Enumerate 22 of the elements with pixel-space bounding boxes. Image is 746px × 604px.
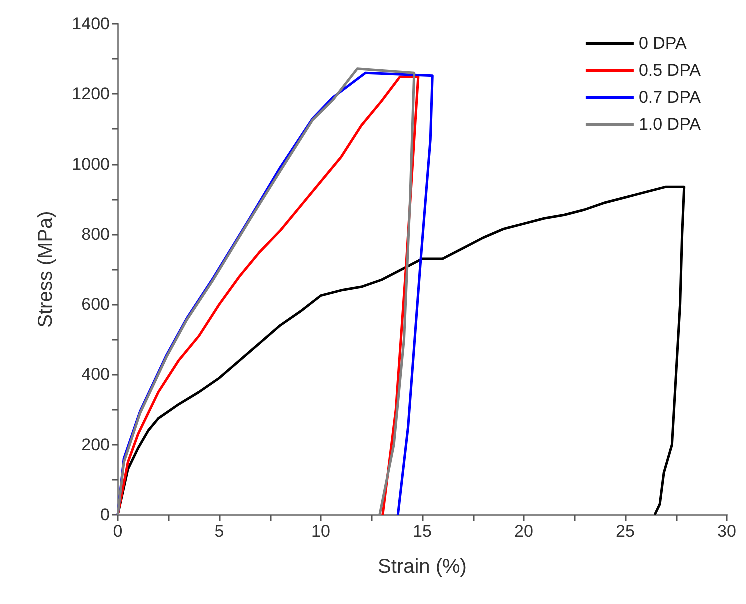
x-tick-label: 5	[214, 522, 224, 541]
legend-label: 0.7 DPA	[638, 88, 702, 107]
x-tick-label: 30	[718, 522, 736, 541]
y-tick-label: 0	[100, 506, 110, 524]
y-tick-label: 1000	[72, 154, 110, 174]
y-tick-label: 1400	[72, 14, 110, 34]
x-tick-label: 20	[514, 522, 534, 541]
y-tick-label: 600	[82, 295, 110, 314]
x-tick-label: 15	[413, 522, 432, 541]
x-axis-title: Strain (%)	[378, 556, 467, 578]
y-tick-label: 400	[82, 365, 110, 384]
y-tick-label: 200	[82, 435, 110, 454]
y-tick-label: 800	[82, 224, 110, 244]
y-axis-title: Stress (MPa)	[35, 211, 57, 328]
x-tick-label: 25	[616, 522, 635, 541]
legend-label: 0.5 DPA	[638, 61, 702, 80]
legend-label: 0 DPA	[638, 34, 688, 53]
y-tick-label: 1200	[72, 84, 110, 104]
line-series	[116, 186, 686, 516]
x-tick-label: 0	[113, 522, 123, 541]
legend-label: 1.0 DPA	[638, 115, 702, 134]
x-tick-label: 10	[312, 522, 330, 541]
